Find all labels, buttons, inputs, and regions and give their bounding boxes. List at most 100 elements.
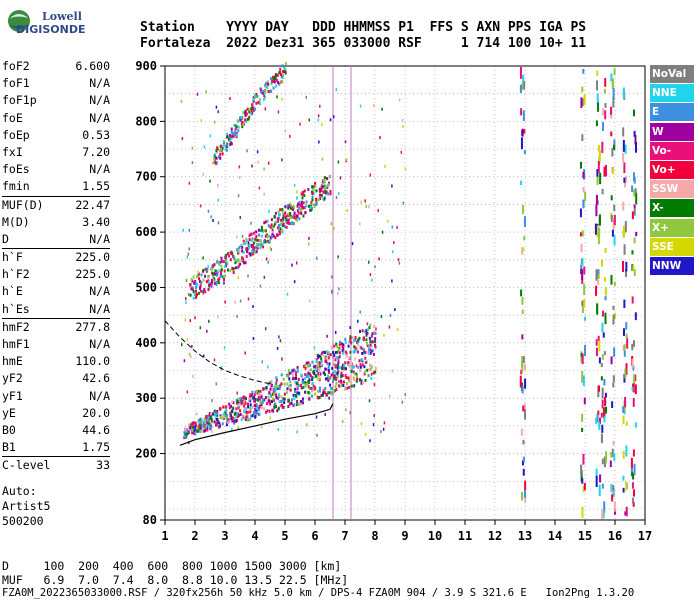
- echo-point: [259, 239, 262, 243]
- echo-point: [278, 71, 281, 75]
- noise-point: [263, 192, 265, 196]
- interference-point: [633, 237, 636, 244]
- echo-point: [360, 358, 363, 362]
- noise-point: [237, 194, 240, 198]
- echo-point: [346, 386, 349, 390]
- interference-point: [522, 110, 525, 121]
- echo-point: [219, 268, 222, 272]
- echo-point: [366, 331, 369, 335]
- echo-point: [274, 220, 277, 224]
- echo-point: [225, 416, 228, 420]
- interference-point: [602, 310, 605, 317]
- noise-point: [359, 104, 362, 108]
- echo-point: [309, 363, 312, 367]
- echo-point: [357, 343, 360, 347]
- echo-point: [275, 391, 278, 395]
- echo-point: [248, 243, 251, 247]
- echo-point: [252, 252, 255, 256]
- echo-point: [244, 401, 247, 405]
- echo-point: [374, 343, 377, 347]
- echo-point: [336, 345, 339, 349]
- echo-point: [278, 232, 281, 236]
- echo-point: [353, 372, 356, 376]
- noise-point: [185, 278, 188, 282]
- echo-point: [326, 177, 329, 181]
- echo-point: [321, 393, 324, 397]
- echo-point: [265, 386, 268, 390]
- echo-point: [219, 153, 222, 157]
- noise-point: [211, 399, 213, 403]
- noise-point: [398, 98, 401, 102]
- x-tick-label: 2: [191, 529, 198, 543]
- echo-point: [323, 354, 326, 358]
- echo-point: [213, 154, 216, 158]
- echo-point: [276, 384, 279, 388]
- echo-point: [237, 403, 240, 407]
- echo-point: [248, 251, 251, 255]
- echo-point: [374, 331, 377, 335]
- echo-point: [272, 234, 275, 238]
- echo-point: [232, 256, 235, 260]
- echo-point: [222, 140, 225, 144]
- noise-point: [351, 242, 354, 246]
- noise-point: [307, 242, 310, 246]
- echo-point: [323, 176, 326, 180]
- echo-point: [307, 371, 310, 375]
- noise-point: [365, 205, 368, 209]
- echo-point: [254, 411, 257, 415]
- interference-point: [622, 475, 625, 481]
- echo-point: [277, 407, 280, 411]
- echo-point: [219, 147, 222, 151]
- interference-point: [631, 250, 634, 255]
- noise-point: [296, 368, 299, 372]
- echo-point: [255, 250, 258, 254]
- noise-point: [380, 430, 382, 434]
- echo-point: [213, 281, 216, 285]
- noise-point: [293, 183, 296, 187]
- echo-point: [270, 384, 273, 388]
- param-name: M(D): [2, 214, 30, 229]
- echo-point: [328, 362, 331, 366]
- interference-point: [622, 406, 625, 413]
- noise-point: [370, 372, 373, 376]
- echo-point: [329, 387, 332, 391]
- interference-point: [599, 172, 602, 185]
- echo-point: [274, 73, 277, 77]
- echo-point: [286, 374, 289, 378]
- echo-point: [318, 386, 321, 390]
- echo-point: [219, 416, 222, 420]
- echo-point: [298, 200, 301, 204]
- echo-point: [289, 388, 292, 392]
- echo-point: [280, 373, 283, 377]
- noise-point: [263, 167, 265, 171]
- echo-point: [337, 359, 340, 363]
- echo-point: [232, 271, 235, 275]
- echo-point: [198, 280, 201, 284]
- echo-point: [233, 123, 236, 127]
- interference-point: [635, 141, 638, 153]
- noise-point: [247, 297, 250, 301]
- echo-point: [192, 431, 195, 435]
- echo-point: [289, 222, 292, 226]
- interference-point: [634, 188, 637, 193]
- noise-point: [212, 278, 215, 282]
- echo-point: [225, 423, 228, 427]
- noise-point: [182, 228, 184, 232]
- echo-point: [313, 365, 316, 369]
- echo-point: [222, 275, 225, 279]
- noise-point: [388, 394, 391, 398]
- interference-point: [601, 141, 604, 153]
- echo-point: [260, 225, 263, 229]
- echo-point: [300, 400, 303, 404]
- interference-point: [595, 468, 598, 480]
- echo-point: [188, 423, 191, 427]
- echo-point: [327, 192, 330, 196]
- noise-point: [293, 280, 296, 284]
- echo-point: [242, 257, 245, 261]
- interference-point: [622, 261, 625, 272]
- echo-point: [250, 106, 253, 110]
- interference-point: [631, 471, 634, 477]
- echo-point: [200, 420, 203, 424]
- interference-point: [610, 131, 613, 137]
- echo-point: [214, 269, 217, 273]
